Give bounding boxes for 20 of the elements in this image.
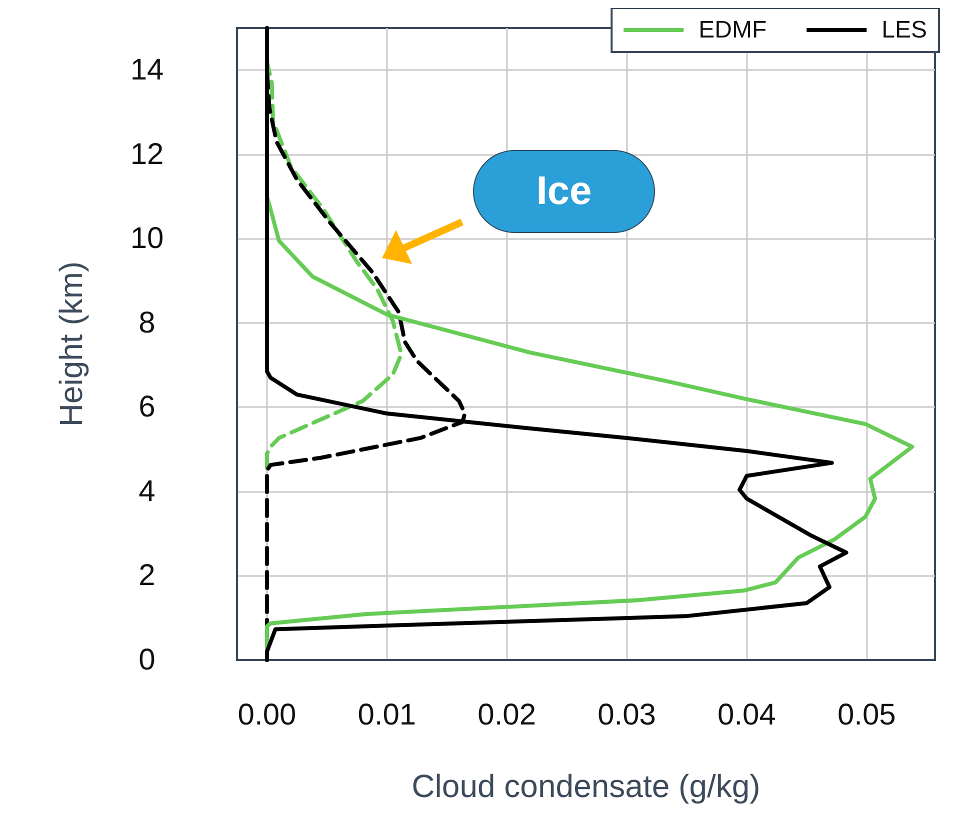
x-tick-label: 0.01 xyxy=(358,698,416,732)
y-tick-label: 4 xyxy=(138,474,156,508)
x-tick-label: 0.00 xyxy=(238,698,296,732)
x-axis-title: Cloud condensate (g/kg) xyxy=(412,768,760,804)
y-tick-label: 14 xyxy=(130,54,164,87)
annotation: Ice xyxy=(536,169,592,214)
y-tick-label: 6 xyxy=(138,390,156,424)
y-tick-label: 0 xyxy=(138,644,156,676)
x-tick-label: 0.04 xyxy=(718,698,776,732)
y-tick-label: 10 xyxy=(130,222,164,256)
legend-label: EDMF xyxy=(698,16,767,44)
x-tick-label: 0.03 xyxy=(598,698,656,732)
y-axis-title: Height (km) xyxy=(53,261,89,427)
y-tick-label: 8 xyxy=(138,306,156,340)
x-tick-label: 0.05 xyxy=(837,698,896,732)
legend-label: LES xyxy=(882,16,928,44)
y-tick-label: 2 xyxy=(138,559,156,592)
label-pill: Ice xyxy=(473,150,655,233)
y-tick-label: 12 xyxy=(130,138,164,171)
x-tick-label: 0.02 xyxy=(478,698,536,732)
